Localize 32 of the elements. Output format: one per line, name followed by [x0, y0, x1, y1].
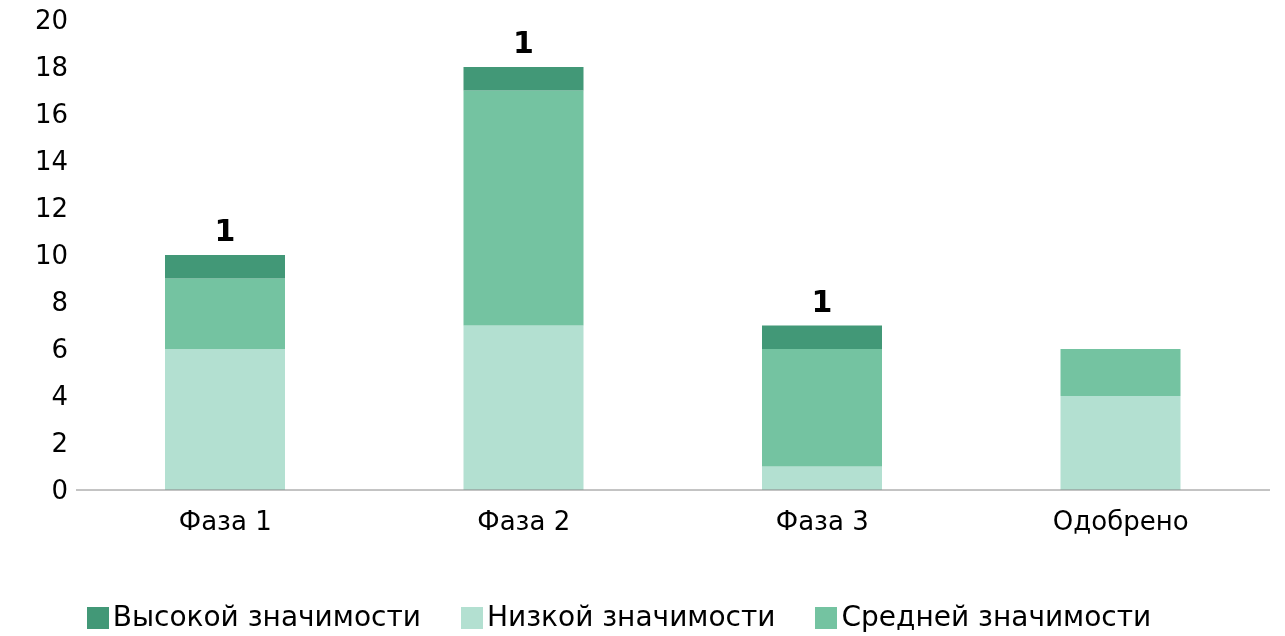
data-label: 1	[811, 283, 833, 319]
y-tick-label: 6	[51, 334, 68, 365]
y-tick-label: 10	[34, 240, 68, 271]
bar	[463, 67, 584, 91]
data-label: 1	[513, 25, 534, 60]
bar	[762, 466, 882, 490]
bar	[165, 349, 285, 490]
y-tick-label: 14	[34, 146, 68, 177]
data-label: 1	[214, 213, 236, 248]
y-tick-label: 20	[34, 5, 68, 36]
y-tick-label: 2	[51, 428, 68, 459]
y-tick-label: 0	[51, 475, 68, 506]
x-tick-label: Фаза 3	[775, 506, 869, 537]
y-tick-label: 12	[34, 193, 68, 224]
bar	[463, 90, 584, 326]
bar	[463, 325, 584, 490]
y-tick-label: 4	[51, 381, 68, 412]
x-tick-label: Фаза 2	[477, 506, 571, 537]
bar	[1060, 349, 1181, 396]
bar	[762, 325, 882, 349]
bar	[762, 349, 882, 467]
legend-label: Средней значимости	[841, 600, 1152, 633]
bar	[165, 278, 285, 349]
y-tick-label: 18	[34, 52, 68, 83]
x-tick-label: Фаза 1	[178, 506, 272, 537]
bar	[165, 255, 285, 279]
legend-label: Низкой значимости	[486, 600, 776, 633]
bar	[1060, 396, 1181, 490]
legend-label: Высокой значимости	[112, 600, 421, 633]
y-tick-label: 8	[51, 287, 68, 318]
y-tick-label: 16	[34, 99, 68, 130]
x-tick-label: Одобрено	[1052, 506, 1189, 537]
